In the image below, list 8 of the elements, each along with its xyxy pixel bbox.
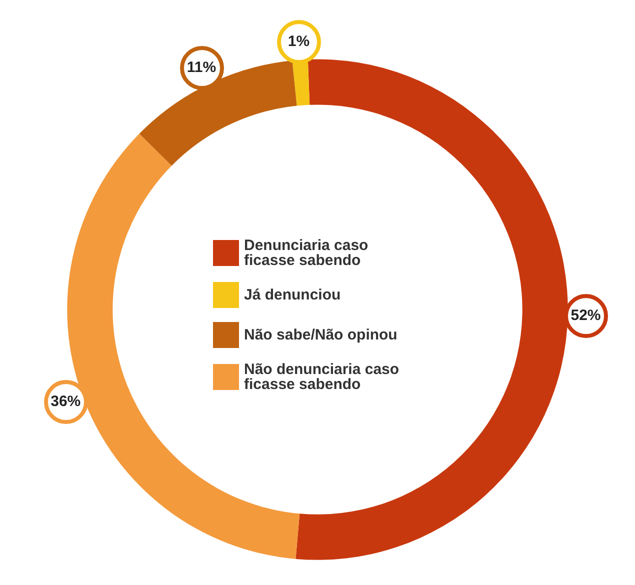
legend-label: Já denunciou — [244, 286, 341, 304]
data-label: 52% — [570, 307, 602, 326]
data-label: 1% — [286, 32, 311, 51]
legend-label: Não denunciaria caso ficasse sabendo — [244, 361, 404, 393]
data-label: 36% — [50, 393, 82, 412]
legend-label: Não sabe/Não opinou — [244, 326, 398, 344]
data-label: 11% — [186, 58, 218, 77]
legend-label: Denunciaria caso ficasse sabendo — [244, 237, 372, 269]
